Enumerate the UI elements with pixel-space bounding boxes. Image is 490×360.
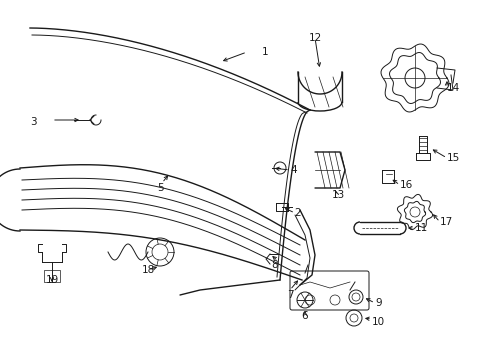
Text: 4: 4 bbox=[290, 165, 296, 175]
Text: 1: 1 bbox=[262, 47, 269, 57]
Text: 11: 11 bbox=[415, 223, 428, 233]
Text: 5: 5 bbox=[157, 183, 163, 193]
Text: 10: 10 bbox=[372, 317, 385, 327]
Text: 17: 17 bbox=[440, 217, 453, 227]
Text: 6: 6 bbox=[302, 311, 308, 321]
Text: 9: 9 bbox=[375, 298, 382, 308]
Text: 19: 19 bbox=[46, 275, 59, 285]
Text: 3: 3 bbox=[30, 117, 37, 127]
Text: 7: 7 bbox=[287, 290, 294, 300]
Text: 15: 15 bbox=[447, 153, 460, 163]
Text: 8: 8 bbox=[271, 260, 278, 270]
Text: 13: 13 bbox=[331, 190, 344, 200]
Text: 16: 16 bbox=[400, 180, 413, 190]
Text: 14: 14 bbox=[447, 83, 460, 93]
Text: 2: 2 bbox=[294, 208, 301, 218]
Text: 12: 12 bbox=[308, 33, 321, 43]
Text: 18: 18 bbox=[142, 265, 155, 275]
Bar bbox=[44, 270, 60, 282]
